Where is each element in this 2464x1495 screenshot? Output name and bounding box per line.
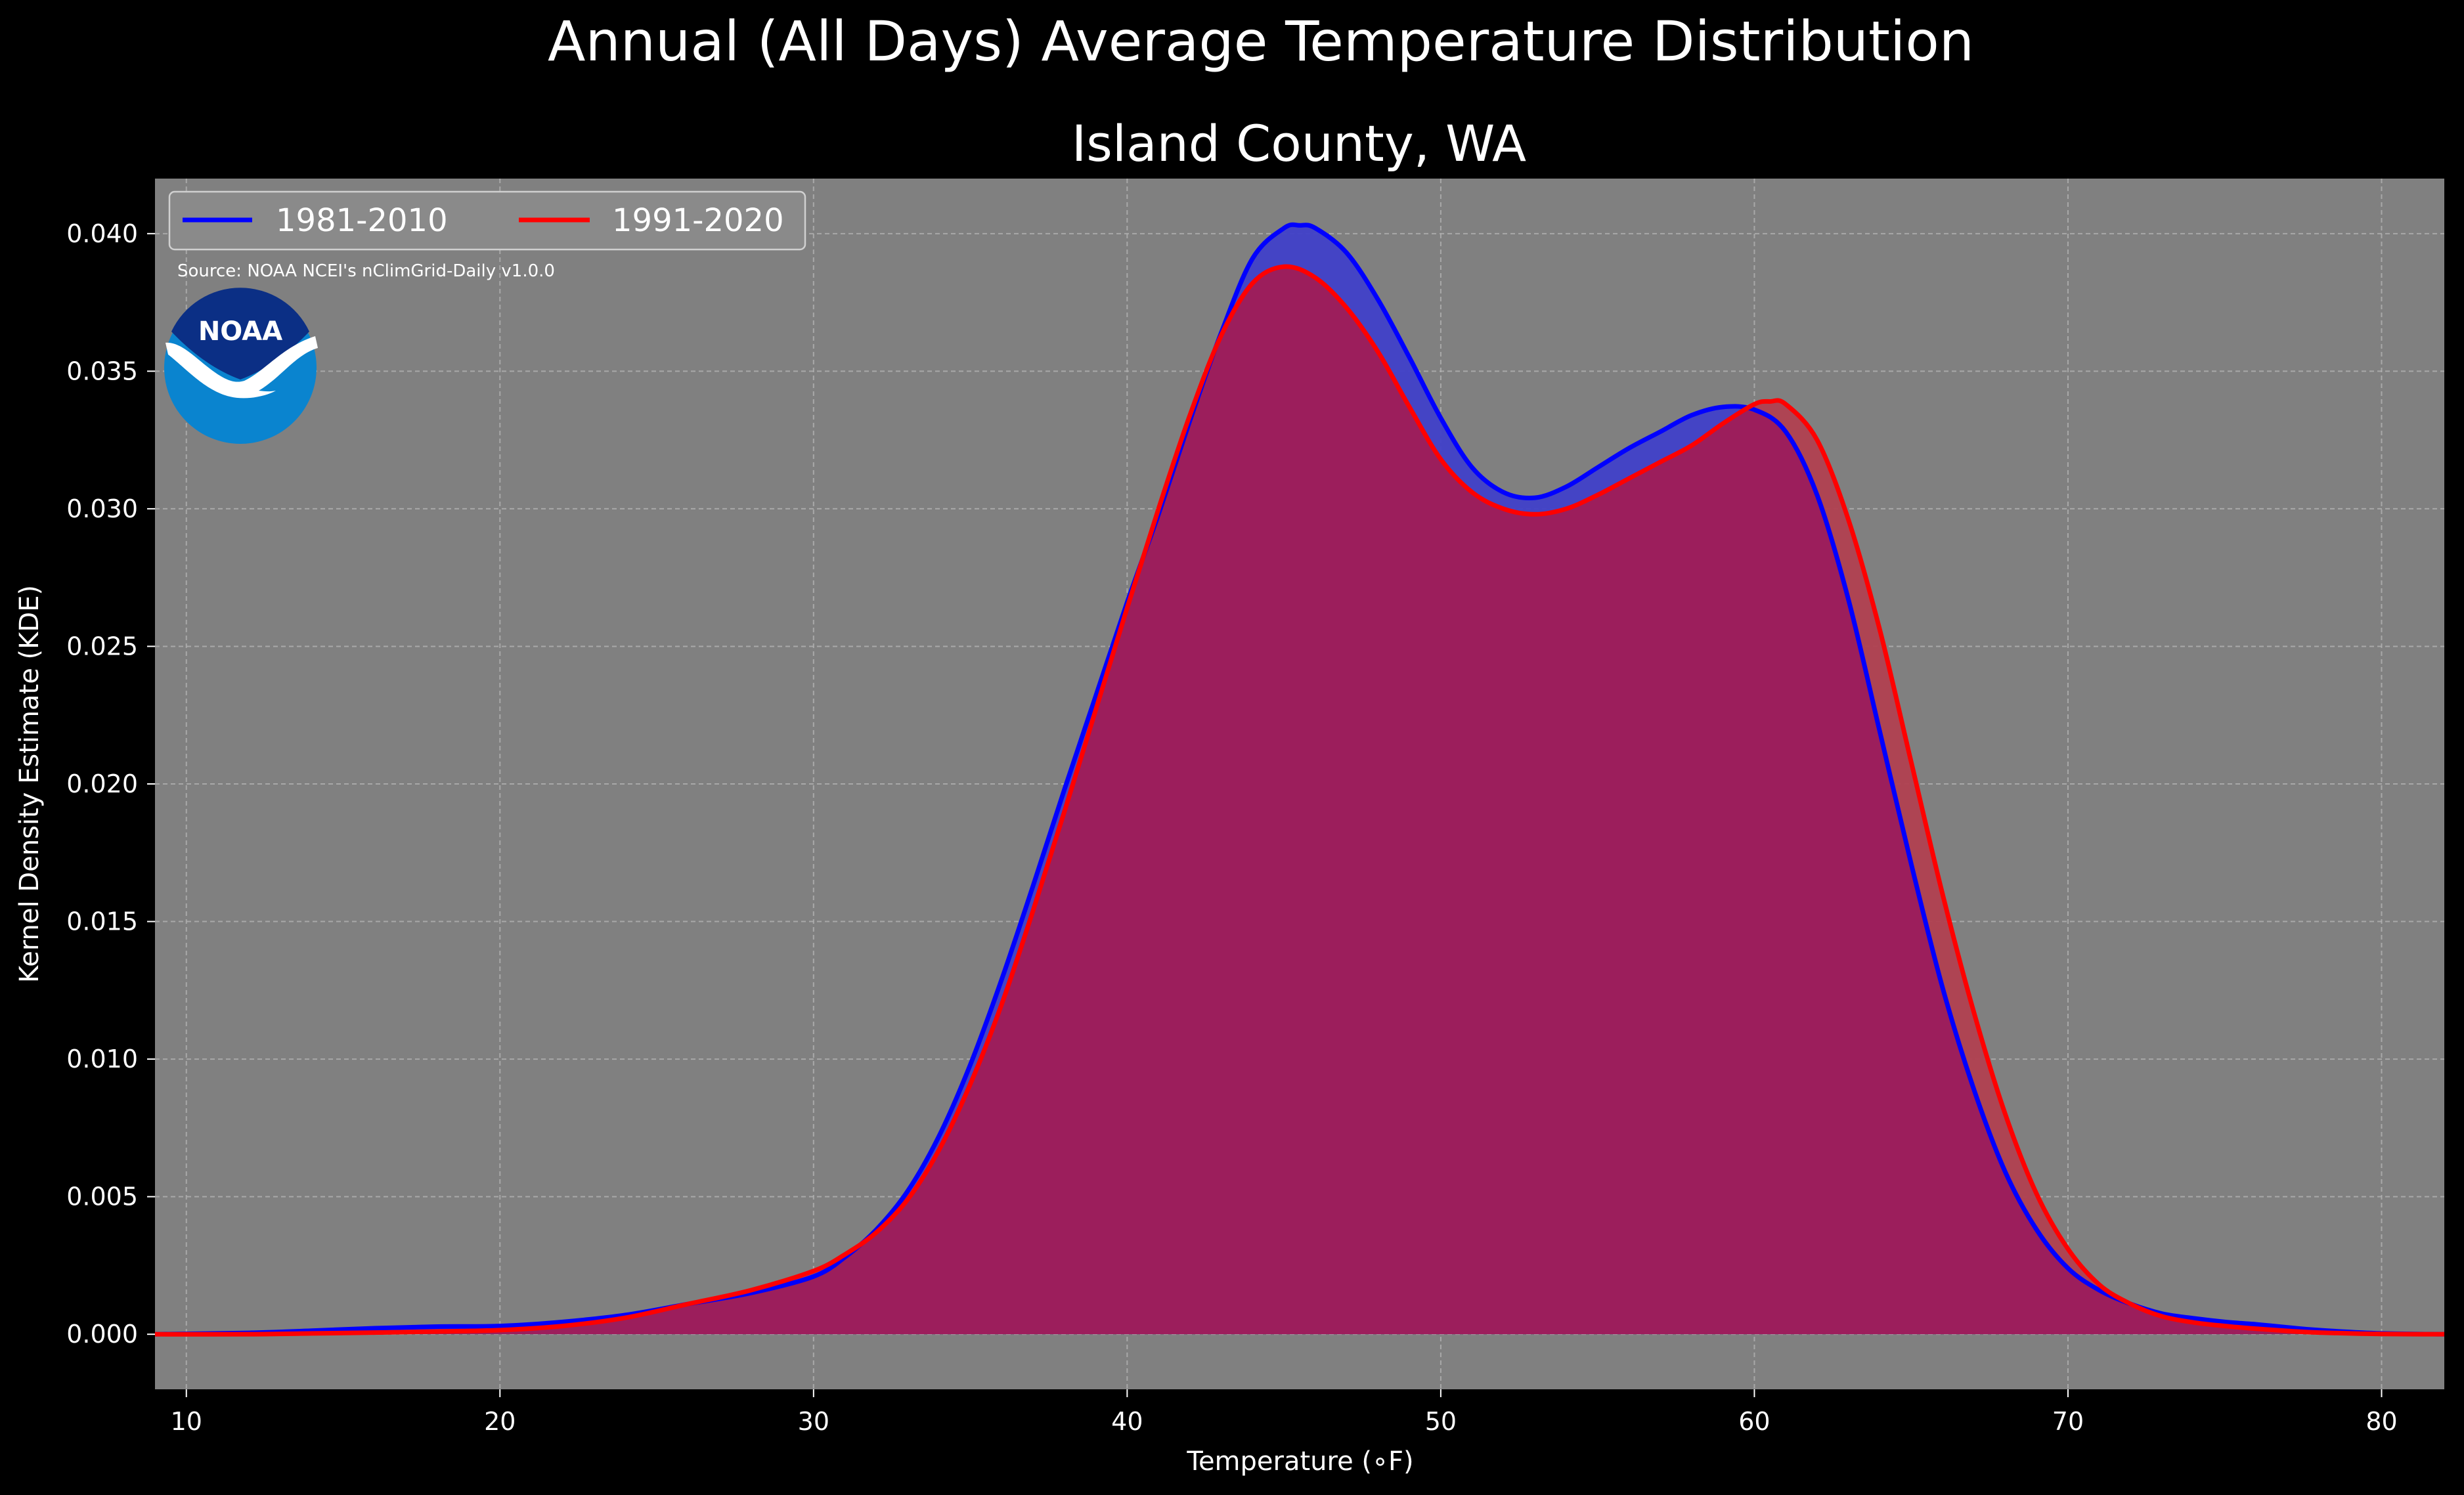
kde-lines xyxy=(155,222,2444,1337)
y-tick-label: 0.035 xyxy=(66,357,138,385)
y-tick-label: 0.040 xyxy=(66,219,138,248)
legend: 1981-2010 1991-2020 xyxy=(168,190,806,251)
x-tick-label: 40 xyxy=(1111,1407,1143,1436)
source-note: Source: NOAA NCEI's nClimGrid-Daily v1.0… xyxy=(177,261,555,281)
figure-title: Annual (All Days) Average Temperature Di… xyxy=(548,9,1974,74)
kde-line-1991-2020 xyxy=(155,264,2444,1337)
x-tick-label: 50 xyxy=(1425,1407,1457,1436)
noaa-logo-top xyxy=(171,288,309,379)
x-tick-label: 80 xyxy=(2365,1407,2397,1436)
legend-label-1991-2020: 1991-2020 xyxy=(612,202,784,239)
y-tick-label: 0.030 xyxy=(66,494,138,523)
kde-fills xyxy=(155,225,2444,1335)
y-tick-label: 0.020 xyxy=(66,769,138,798)
y-tick-label: 0.025 xyxy=(66,632,138,661)
y-tick-label: 0.005 xyxy=(66,1182,138,1211)
y-tick-label: 0.010 xyxy=(66,1045,138,1073)
x-tick-label: 20 xyxy=(484,1407,516,1436)
x-axis-label: Temperature (∘F) xyxy=(1186,1446,1413,1477)
x-tick-label: 10 xyxy=(171,1407,202,1436)
noaa-logo-gull-icon xyxy=(165,336,318,399)
kde-fill-overlap xyxy=(155,266,2444,1335)
noaa-logo-text: NOAA xyxy=(198,316,282,347)
x-tick-label: 60 xyxy=(1738,1407,1770,1436)
noaa-logo: NOAA xyxy=(164,288,318,444)
x-tick-label: 30 xyxy=(798,1407,829,1436)
legend-box xyxy=(168,190,806,251)
y-axis-label: Kernel Density Estimate (KDE) xyxy=(14,585,45,983)
legend-label-1981-2010: 1981-2010 xyxy=(276,202,448,239)
axis-ticks: 10 20 30 40 50 60 70 80 0.000 0.005 0.010 0.015 0.02… xyxy=(66,219,2397,1436)
kde-line-1981-2010 xyxy=(155,222,2444,1337)
y-tick-label: 0.015 xyxy=(66,907,138,936)
chart-subtitle: Island County, WA xyxy=(1072,114,1526,173)
x-tick-label: 70 xyxy=(2052,1407,2084,1436)
y-tick-label: 0.000 xyxy=(66,1320,138,1349)
